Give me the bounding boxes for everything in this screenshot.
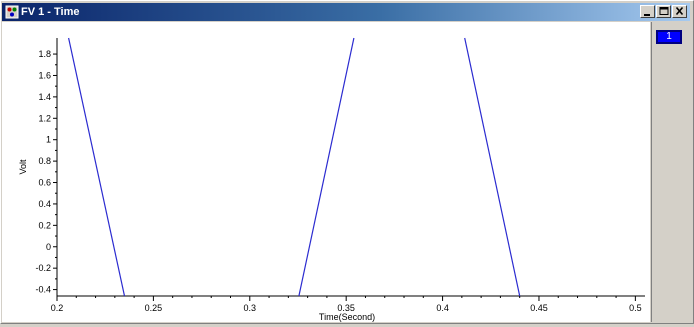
y-tick-label: -0.2 [35, 263, 51, 273]
x-axis-label: Time(Second) [319, 312, 375, 322]
channel-chip-label: 1 [666, 31, 672, 42]
time-chart: 1.81.61.41.210.80.60.40.20-0.2-0.40.2 0.2… [18, 37, 645, 322]
y-tick-label: 1.6 [38, 70, 51, 80]
series-line-segment [68, 37, 126, 297]
y-tick-label: 1.8 [38, 49, 51, 59]
plot-area [57, 38, 645, 296]
channel-1-chip[interactable]: 1 [656, 30, 682, 44]
channel-panel: 1 [651, 22, 692, 322]
chart-panel: 1.8 1.6 1.4 1.2 1 0.8 0.6 0.4 0.2 0 -0.2 -0.4 0.2 0.2… [2, 22, 650, 322]
fv-app-icon [5, 5, 19, 19]
y-tick-label: 0.6 [38, 178, 51, 188]
x-tick-label: 0.5 [629, 303, 642, 313]
x-tick-label: 0.3 [244, 303, 257, 313]
minimize-icon [644, 14, 650, 16]
window-title: FV 1 - Time [21, 6, 80, 18]
y-tick-label: 0 [46, 242, 51, 252]
close-button[interactable] [672, 5, 687, 18]
minimize-button[interactable] [640, 5, 655, 18]
title-bar[interactable]: FV 1 - Time [2, 3, 690, 21]
y-tick-label: 0.8 [38, 156, 51, 166]
maximize-button[interactable] [656, 5, 671, 18]
x-tick-label: 0.4 [436, 303, 449, 313]
y-tick-label: 1.4 [38, 92, 51, 102]
series-line-segment [298, 37, 355, 297]
maximize-icon [659, 7, 669, 15]
y-tick-label: 1.2 [38, 113, 51, 123]
y-tick-label: 1 [46, 135, 51, 145]
y-tick-label: 0.4 [38, 199, 51, 209]
x-tick-label: 0.45 [530, 303, 548, 313]
x-tick-label: 0.25 [145, 303, 163, 313]
series-line-segment [464, 37, 521, 297]
close-icon [675, 6, 684, 16]
y-tick-label: -0.4 [35, 285, 51, 295]
x-tick-label: 0.2 [51, 303, 64, 313]
y-axis-label: Volt [18, 159, 28, 175]
x-tick-label: 0.35 [337, 303, 355, 313]
y-tick-label: 0.2 [38, 220, 51, 230]
window-controls [639, 5, 687, 19]
